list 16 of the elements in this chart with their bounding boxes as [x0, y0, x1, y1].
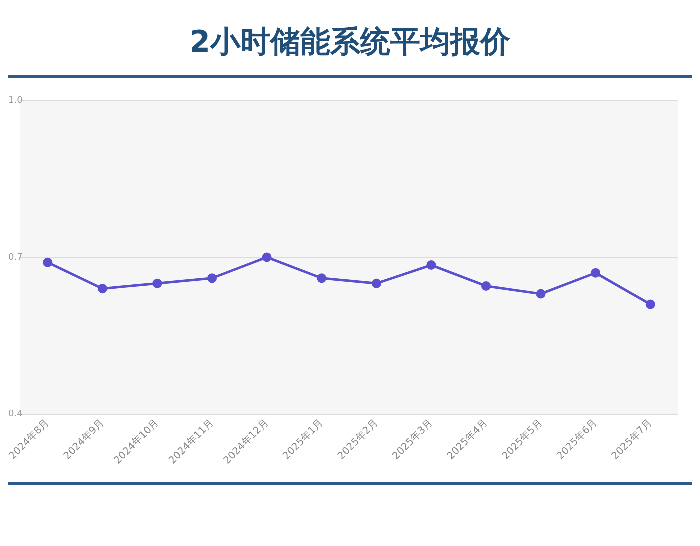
point	[481, 281, 491, 291]
point	[372, 278, 382, 288]
point	[426, 260, 436, 270]
point	[152, 278, 162, 288]
y-tick-label: 0.7	[8, 252, 23, 263]
point	[208, 274, 218, 284]
point	[591, 268, 601, 278]
point	[536, 289, 546, 299]
point	[43, 258, 53, 268]
point	[262, 252, 272, 262]
y-tick-label: 0.4	[8, 410, 24, 420]
chart-title: 2小时储能系统平均报价	[188, 24, 512, 62]
point	[317, 274, 327, 284]
point	[98, 284, 108, 294]
y-tick-label: 1.0	[8, 96, 24, 106]
point	[646, 300, 656, 310]
